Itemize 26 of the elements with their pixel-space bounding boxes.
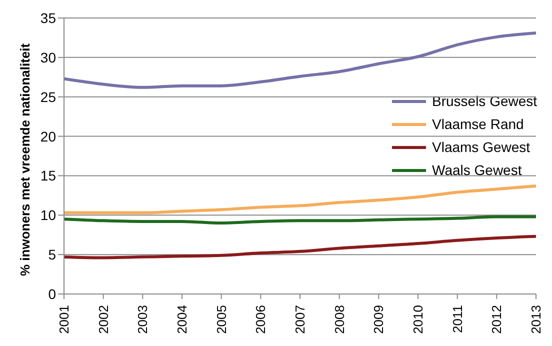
legend-label: Waals Gewest [432,161,522,180]
y-tick-label: 20 [40,128,56,144]
x-tick-label: 2001 [56,305,72,334]
x-tick-label: 2010 [410,305,426,334]
y-tick-label: 5 [48,246,56,263]
x-tick-label: 2012 [489,305,504,334]
x-tick-label: 2005 [214,305,229,334]
legend-label: Vlaamse Rand [432,115,524,134]
x-tick-label: 2006 [253,305,268,334]
x-tick-label: 2003 [135,305,150,334]
x-tick-label: 2008 [332,305,347,334]
y-axis-title: % inwoners met vreemde nationaliteit [18,42,33,276]
legend-label: Brussels Gewest [432,92,538,111]
x-tick-label: 2011 [450,305,465,333]
y-tick-label: 0 [48,286,56,302]
y-tick-label: 35 [40,10,56,26]
x-tick-label: 2009 [371,305,386,334]
x-tick-label: 2013 [528,305,544,334]
x-tick-label: 2004 [174,305,190,334]
x-tick-label: 2002 [96,305,111,334]
y-tick-label: 25 [40,88,56,105]
y-tick-label: 15 [40,168,56,184]
x-tick-label: 2007 [292,305,308,334]
y-tick-label: 10 [40,207,56,224]
y-tick-label: 30 [40,49,56,66]
legend-label: Vlaams Gewest [432,138,530,157]
